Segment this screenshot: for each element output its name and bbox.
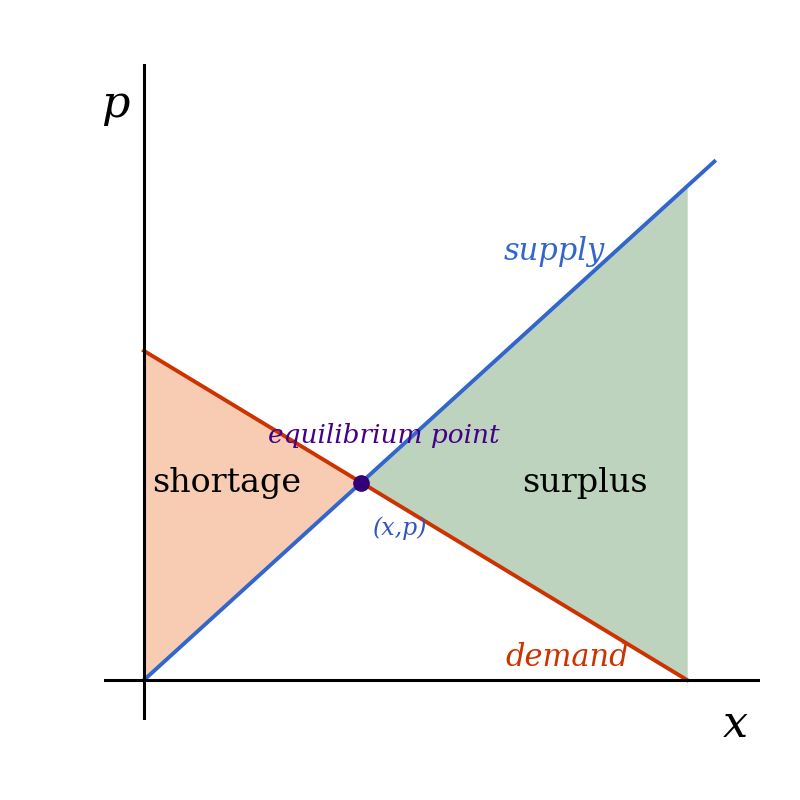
Text: (x,p): (x,p)	[373, 517, 427, 540]
Text: equilibrium point: equilibrium point	[268, 423, 500, 448]
Text: p: p	[101, 82, 130, 126]
Text: demand: demand	[506, 642, 630, 673]
Text: shortage: shortage	[152, 466, 301, 498]
Text: x: x	[722, 703, 748, 746]
Text: supply: supply	[504, 236, 606, 266]
Text: surplus: surplus	[522, 466, 648, 498]
